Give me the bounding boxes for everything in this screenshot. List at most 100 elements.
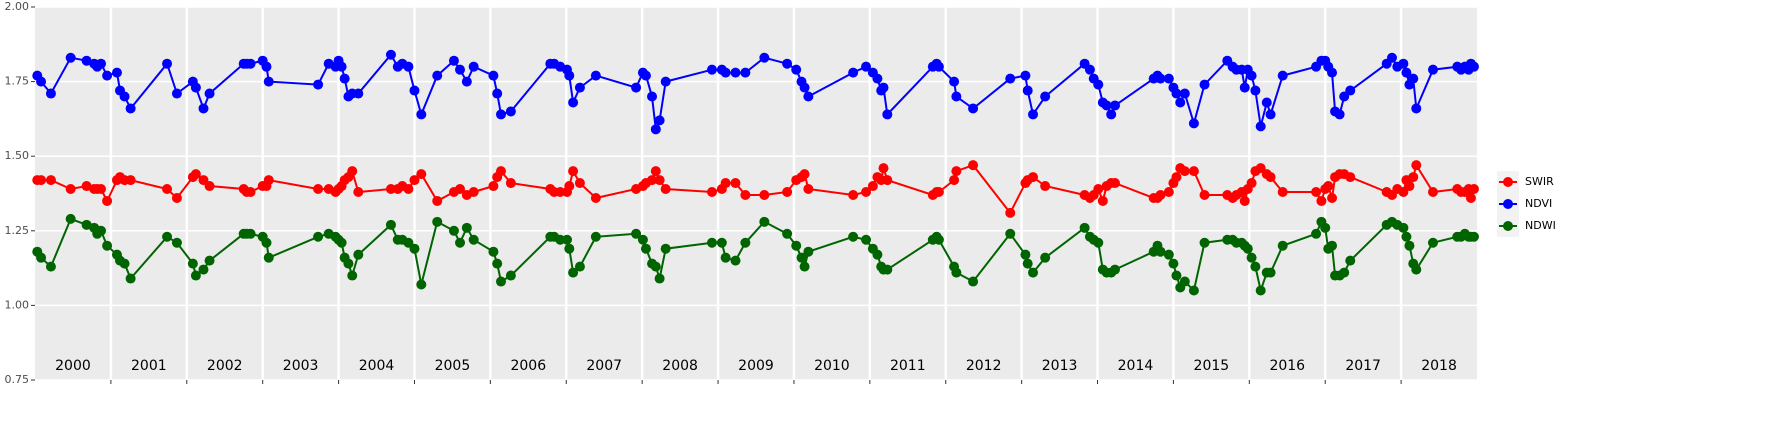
- point: [45, 88, 56, 99]
- point: [1339, 267, 1350, 278]
- y-tick-label: 1.25: [5, 224, 30, 237]
- point: [861, 61, 872, 72]
- year-label: 2008: [662, 358, 698, 374]
- point: [660, 243, 671, 254]
- point: [347, 270, 358, 281]
- point: [455, 64, 466, 75]
- point: [1199, 79, 1210, 90]
- point: [740, 237, 751, 248]
- point: [1323, 181, 1334, 192]
- point: [1005, 207, 1016, 218]
- point: [495, 276, 506, 287]
- point: [492, 88, 503, 99]
- point: [102, 70, 113, 81]
- point: [1250, 261, 1261, 272]
- point: [706, 64, 717, 75]
- point: [198, 103, 209, 114]
- point: [951, 166, 962, 177]
- point: [1411, 103, 1422, 114]
- point: [1277, 70, 1288, 81]
- point: [448, 55, 459, 66]
- point: [1171, 270, 1182, 281]
- point: [791, 240, 802, 251]
- year-label: 2005: [435, 358, 471, 374]
- point: [1179, 88, 1190, 99]
- year-label: 2009: [738, 358, 774, 374]
- point: [555, 187, 566, 198]
- y-tick-label: 2.00: [5, 0, 30, 13]
- point: [1398, 58, 1409, 69]
- point: [1093, 237, 1104, 248]
- year-label: 2002: [207, 358, 243, 374]
- point: [1163, 249, 1174, 260]
- point: [1109, 178, 1120, 189]
- point: [1246, 252, 1257, 263]
- point: [468, 187, 479, 198]
- point: [448, 225, 459, 236]
- point: [1155, 73, 1166, 84]
- point: [654, 115, 665, 126]
- point: [650, 166, 661, 177]
- point: [848, 231, 859, 242]
- point: [245, 228, 256, 239]
- point: [872, 249, 883, 260]
- year-label: 2003: [283, 358, 319, 374]
- point: [125, 175, 136, 186]
- point: [951, 267, 962, 278]
- point: [65, 184, 76, 195]
- point: [505, 106, 516, 117]
- point: [650, 124, 661, 135]
- year-label: 2014: [1118, 358, 1154, 374]
- point: [171, 237, 182, 248]
- point: [848, 67, 859, 78]
- point: [1255, 121, 1266, 132]
- point: [654, 273, 665, 284]
- point: [190, 169, 201, 180]
- point: [1020, 249, 1031, 260]
- point: [637, 234, 648, 245]
- point: [1327, 240, 1338, 251]
- point: [1020, 70, 1031, 81]
- point: [1404, 181, 1415, 192]
- point: [263, 175, 274, 186]
- point: [461, 76, 472, 87]
- point: [1171, 88, 1182, 99]
- point: [730, 67, 741, 78]
- point: [1106, 109, 1117, 120]
- point: [1093, 79, 1104, 90]
- y-tick-label: 1.00: [5, 298, 30, 311]
- point: [1242, 243, 1253, 254]
- point: [1163, 187, 1174, 198]
- point: [796, 252, 807, 263]
- point: [1188, 166, 1199, 177]
- point: [1079, 222, 1090, 233]
- point: [1199, 237, 1210, 248]
- point: [468, 234, 479, 245]
- point: [1345, 172, 1356, 183]
- point: [162, 58, 173, 69]
- point: [1327, 192, 1338, 203]
- point: [432, 70, 443, 81]
- point: [1334, 109, 1345, 120]
- point: [119, 258, 130, 269]
- point: [1097, 195, 1108, 206]
- point: [403, 61, 414, 72]
- point: [1404, 240, 1415, 251]
- point: [1250, 85, 1261, 96]
- point: [313, 79, 324, 90]
- point: [720, 67, 731, 78]
- legend-dot: [1503, 221, 1513, 231]
- point: [1101, 100, 1112, 111]
- point: [81, 181, 92, 192]
- point: [1401, 231, 1412, 242]
- year-label: 2011: [890, 358, 926, 374]
- point: [403, 184, 414, 195]
- point: [740, 189, 751, 200]
- point: [631, 82, 642, 93]
- point: [730, 178, 741, 189]
- point: [660, 76, 671, 87]
- point: [1411, 160, 1422, 171]
- legend-label: NDVI: [1525, 197, 1552, 210]
- point: [568, 166, 579, 177]
- point: [568, 97, 579, 108]
